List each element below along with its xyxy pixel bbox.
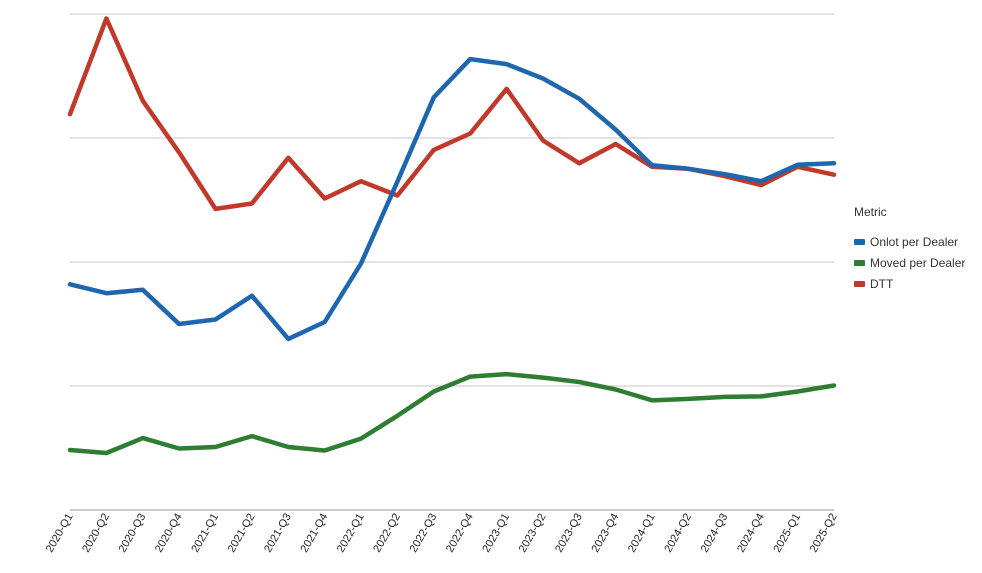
legend-item-onlot-per-dealer[interactable]: Onlot per Dealer [854,231,965,252]
x-tick-label: 2021-Q2 [226,512,258,555]
legend-swatch [854,259,865,266]
x-tick-label: 2025-Q1 [771,512,803,555]
x-tick-label: 2022-Q4 [444,512,476,555]
x-tick-label: 2024-Q2 [662,512,694,555]
legend-swatch [854,238,865,245]
x-tick-label: 2021-Q3 [262,512,294,555]
series-line-moved-per-dealer [67,371,837,456]
x-tick-label: 2023-Q1 [480,511,512,554]
x-tick-label: 2021-Q4 [298,512,330,555]
series-lines [67,16,837,456]
legend-label: Moved per Dealer [870,255,966,270]
x-tick-label: 2023-Q4 [590,512,622,555]
legend-label: DTT [870,276,894,291]
legend-item-moved-per-dealer[interactable]: Moved per Dealer [854,252,965,273]
legend-swatch [854,280,865,287]
x-tick-label: 2023-Q2 [517,512,549,555]
x-tick-label: 2020-Q4 [153,512,185,555]
x-tick-label: 2024-Q4 [735,512,767,555]
legend-label: Onlot per Dealer [870,234,959,249]
series-line-onlot-per-dealer [67,56,837,342]
x-tick-label: 2022-Q3 [408,512,440,555]
x-tick-label: 2022-Q2 [371,512,403,555]
x-tick-label: 2024-Q3 [699,512,731,555]
x-tick-label: 2022-Q1 [335,512,367,555]
legend-item-dtt[interactable]: DTT [854,273,965,294]
x-tick-label: 2020-Q3 [117,512,149,555]
x-tick-label: 2020-Q1 [44,512,76,555]
legend: Metric Onlot per Dealer Moved per Dealer… [854,205,965,294]
series-line-dtt [67,16,837,212]
x-axis-tick-labels: 2020-Q1 2020-Q2 2020-Q3 2020-Q4 2021-Q1 2021-… [44,511,840,554]
legend-title: Metric [854,205,887,219]
x-tick-label: 2020-Q2 [80,512,112,555]
gridlines [70,13,834,511]
x-tick-label: 2021-Q1 [189,512,221,555]
x-tick-label: 2025-Q2 [808,512,840,555]
x-tick-label: 2023-Q3 [553,512,585,555]
x-tick-label: 2024-Q1 [626,512,658,555]
